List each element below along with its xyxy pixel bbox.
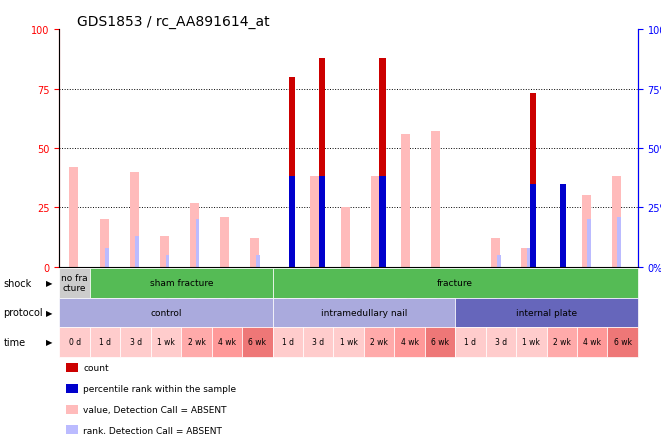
Text: fracture: fracture [437, 279, 473, 288]
Text: 1 wk: 1 wk [157, 338, 175, 347]
Bar [250, 239, 259, 267]
Text: 2 wk: 2 wk [370, 338, 388, 347]
Text: 4 wk: 4 wk [401, 338, 418, 347]
Bar [130, 172, 139, 267]
Bar [190, 203, 199, 267]
Bar [497, 255, 500, 267]
Text: 1 d: 1 d [282, 338, 293, 347]
Bar [340, 208, 350, 267]
Bar [522, 248, 530, 267]
Text: percentile rank within the sample: percentile rank within the sample [83, 384, 237, 393]
Bar [319, 59, 325, 267]
Bar [582, 196, 590, 267]
Bar [431, 132, 440, 267]
Text: intramedullary nail: intramedullary nail [321, 308, 407, 317]
Text: 3 d: 3 d [130, 338, 141, 347]
Text: 2 wk: 2 wk [553, 338, 570, 347]
Text: time: time [3, 337, 25, 347]
Bar [319, 177, 325, 267]
Bar [529, 184, 536, 267]
Bar [289, 177, 295, 267]
Bar [491, 239, 500, 267]
Text: ▶: ▶ [46, 338, 53, 347]
Text: 6 wk: 6 wk [249, 338, 266, 347]
Bar [256, 255, 260, 267]
Text: GDS1853 / rc_AA891614_at: GDS1853 / rc_AA891614_at [77, 15, 270, 30]
Text: control: control [150, 308, 182, 317]
Text: 4 wk: 4 wk [583, 338, 602, 347]
Bar [165, 255, 169, 267]
Text: ▶: ▶ [46, 308, 53, 317]
Bar [587, 220, 591, 267]
Text: 0 d: 0 d [69, 338, 81, 347]
Bar [311, 177, 319, 267]
Text: 3 d: 3 d [495, 338, 507, 347]
Bar [401, 135, 410, 267]
Text: rank, Detection Call = ABSENT: rank, Detection Call = ABSENT [83, 426, 222, 434]
Text: shock: shock [3, 278, 32, 288]
Text: 6 wk: 6 wk [431, 338, 449, 347]
Bar [379, 59, 386, 267]
Bar [289, 78, 295, 267]
Text: internal plate: internal plate [516, 308, 577, 317]
Bar [160, 236, 169, 267]
Text: 1 wk: 1 wk [340, 338, 358, 347]
Bar [105, 248, 109, 267]
Bar [69, 168, 79, 267]
Bar [527, 248, 531, 267]
Bar [611, 177, 621, 267]
Bar [379, 177, 386, 267]
Text: 1 d: 1 d [465, 338, 477, 347]
Bar [196, 220, 199, 267]
Text: sham fracture: sham fracture [149, 279, 213, 288]
Bar [560, 184, 566, 267]
Bar [617, 217, 621, 267]
Text: 1 d: 1 d [99, 338, 111, 347]
Bar [220, 217, 229, 267]
Text: 6 wk: 6 wk [613, 338, 632, 347]
Bar [529, 94, 536, 267]
Text: no fra
cture: no fra cture [61, 273, 88, 293]
Text: protocol: protocol [3, 308, 43, 318]
Bar [560, 184, 566, 267]
Text: 4 wk: 4 wk [218, 338, 236, 347]
Bar [100, 220, 108, 267]
Text: 2 wk: 2 wk [188, 338, 206, 347]
Text: count: count [83, 363, 109, 372]
Text: 3 d: 3 d [312, 338, 325, 347]
Text: 1 wk: 1 wk [522, 338, 540, 347]
Bar [136, 236, 139, 267]
Bar [371, 177, 379, 267]
Text: value, Detection Call = ABSENT: value, Detection Call = ABSENT [83, 405, 227, 414]
Text: ▶: ▶ [46, 279, 53, 288]
